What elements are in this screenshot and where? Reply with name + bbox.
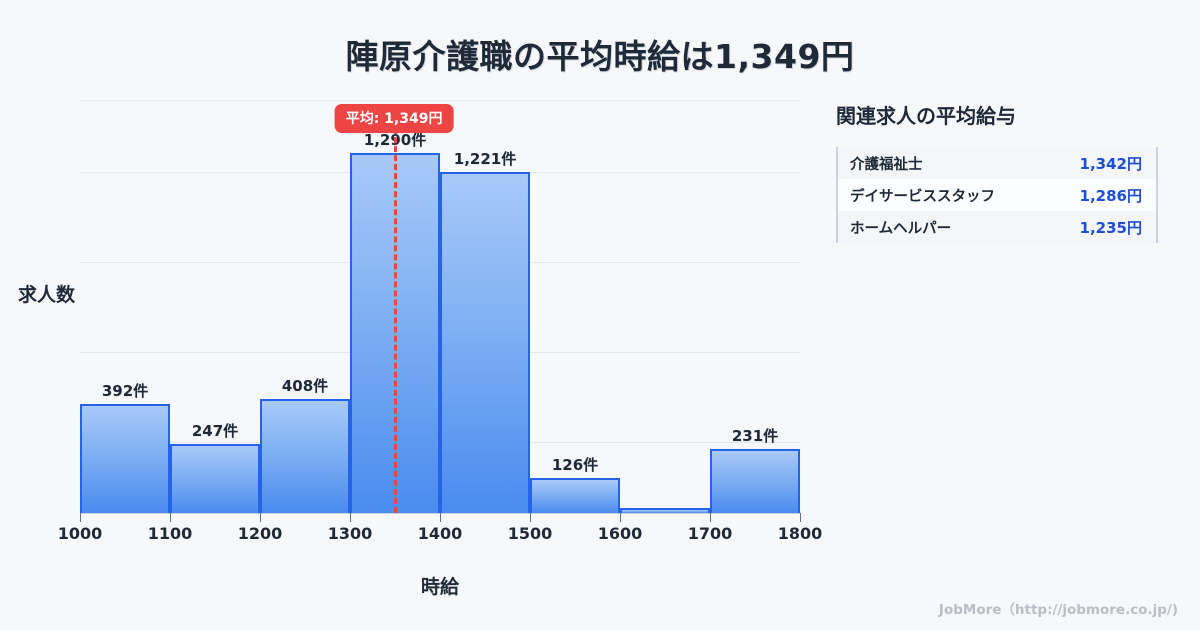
x-tick-label: 1000	[57, 524, 103, 543]
y-axis-title: 求人数	[18, 284, 76, 306]
histogram-chart: 392件 247件 408件 1,290件 1,221件 126件 231件 1000 110…	[18, 100, 823, 598]
bar	[710, 448, 800, 513]
related-salary-amount: 1,235円	[1079, 218, 1142, 237]
x-tick	[800, 513, 801, 522]
related-salary-panel: 関連求人の平均給与 介護福祉士 1,342円デイサービススタッフ 1,286円ホーム…	[836, 100, 1166, 243]
bar-value-label: 392件	[101, 381, 149, 400]
x-tick-label: 1200	[237, 524, 283, 543]
bar-value-label: 126件	[551, 455, 599, 474]
related-salary-title: 関連求人の平均給与	[836, 104, 1016, 128]
mean-line	[394, 110, 398, 513]
related-salary-row: 介護福祉士 1,342円	[838, 147, 1156, 179]
bar-value-label: 247件	[191, 422, 239, 441]
x-tick	[530, 513, 531, 522]
related-salary-job-name: デイサービススタッフ	[850, 188, 995, 205]
x-tick-label: 1300	[327, 524, 373, 543]
x-tick	[80, 513, 81, 522]
x-tick	[710, 513, 711, 522]
bar-value-label: 408件	[281, 377, 329, 396]
bar	[620, 507, 710, 513]
related-salary-row: デイサービススタッフ 1,286円	[838, 179, 1156, 211]
bar	[170, 444, 260, 513]
x-tick	[350, 513, 351, 522]
page-title: 陣原介護職の平均時給は1,349円	[345, 37, 855, 76]
mean-badge: 平均: 1,349円	[334, 104, 454, 133]
related-salary-job-name: ホームヘルパー	[850, 220, 952, 237]
x-tick-label: 1400	[417, 524, 463, 543]
x-tick-label: 1800	[777, 524, 823, 543]
footer-credit: JobMore（http://jobmore.co.jp/)	[938, 602, 1178, 618]
gridline	[80, 100, 800, 101]
related-salary-row: ホームヘルパー 1,235円	[838, 211, 1156, 243]
x-tick	[170, 513, 171, 522]
related-salary-job-name: 介護福祉士	[850, 156, 923, 173]
x-tick-label: 1600	[597, 524, 643, 543]
bar-value-label: 231件	[731, 426, 779, 445]
bar-value-label: 1,221件	[453, 150, 517, 169]
x-tick-label: 1100	[147, 524, 193, 543]
x-tick-label: 1500	[507, 524, 553, 543]
x-tick	[440, 513, 441, 522]
related-salary-amount: 1,342円	[1079, 154, 1142, 173]
x-axis-title: 時給	[420, 576, 459, 598]
bar	[260, 399, 350, 513]
bar	[440, 172, 530, 513]
related-salary-amount: 1,286円	[1079, 186, 1142, 205]
bar	[530, 477, 620, 513]
related-salary-table: 介護福祉士 1,342円デイサービススタッフ 1,286円ホームヘルパー 1,235円	[836, 147, 1158, 243]
bar	[80, 403, 170, 513]
x-tick	[620, 513, 621, 522]
x-tick	[260, 513, 261, 522]
x-tick-label: 1700	[687, 524, 733, 543]
